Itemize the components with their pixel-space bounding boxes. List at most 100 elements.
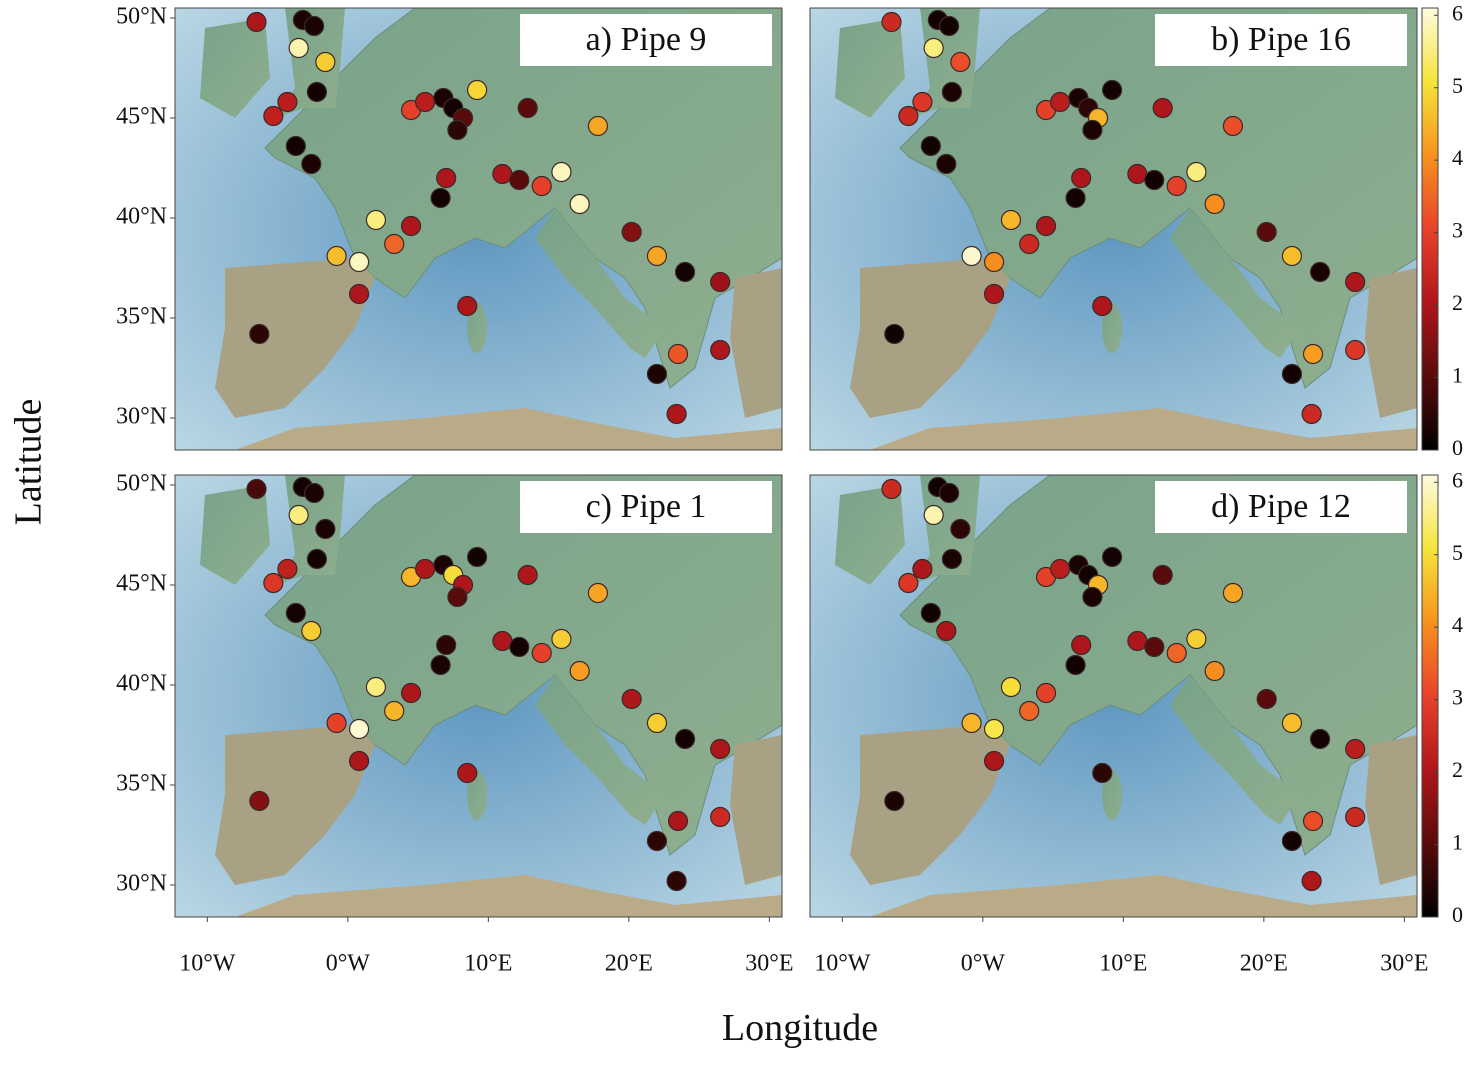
site-marker: [315, 51, 336, 73]
site-marker: [1050, 91, 1071, 113]
panel-frame: [174, 7, 783, 451]
site-marker: [923, 504, 944, 526]
site-marker: [920, 602, 941, 624]
site-marker: [884, 323, 905, 345]
x-tick-label: 20°E: [1240, 951, 1288, 977]
title-box: [520, 481, 772, 533]
site-marker: [430, 654, 451, 676]
site-marker: [1301, 403, 1322, 425]
site-marker: [531, 175, 552, 197]
site-marker: [1256, 221, 1277, 243]
site-marker: [1152, 564, 1173, 586]
x-tick-label: 30°E: [1380, 951, 1428, 977]
site-marker: [920, 135, 941, 157]
site-marker: [1302, 810, 1324, 832]
site-marker: [263, 105, 284, 127]
colorbar-tick-label: 6: [1452, 467, 1463, 492]
y-tick-label: 35°N: [116, 771, 167, 797]
basemap: [175, 8, 782, 450]
site-marker: [1019, 700, 1040, 722]
site-marker: [1309, 261, 1331, 283]
site-marker: [1222, 115, 1244, 137]
site-marker: [466, 546, 488, 568]
site-marker: [1204, 660, 1225, 682]
y-axis-label: Latitude: [8, 399, 50, 526]
site-marker: [1071, 167, 1092, 189]
x-tick-label: 10°E: [464, 951, 512, 977]
site-marker: [881, 11, 902, 33]
site-marker: [1302, 343, 1324, 365]
colorbar-tick-label: 3: [1452, 685, 1463, 710]
site-marker: [1281, 830, 1303, 852]
basemap: [810, 8, 1417, 450]
site-marker: [1345, 271, 1366, 293]
site-marker: [301, 153, 322, 175]
site-marker: [1071, 634, 1092, 656]
site-marker: [285, 602, 306, 624]
y-tick-label: 45°N: [116, 104, 167, 130]
site-marker: [288, 504, 309, 526]
site-marker: [306, 548, 328, 570]
site-marker: [666, 870, 687, 892]
site-marker: [509, 636, 530, 658]
y-tick-label: 50°N: [116, 471, 167, 497]
site-marker: [1345, 806, 1366, 828]
x-tick-label: 30°E: [745, 951, 793, 977]
map-panel: b) Pipe 16 0 1 2 3 4 5 6: [809, 0, 1463, 460]
site-marker: [898, 105, 919, 127]
site-marker: [950, 518, 971, 540]
site-marker: [457, 762, 478, 784]
colorbar-tick-label: 5: [1452, 540, 1463, 565]
colorbar-tick-label: 5: [1452, 73, 1463, 98]
site-marker: [430, 187, 451, 209]
site-marker: [1101, 546, 1123, 568]
site-marker: [1166, 642, 1187, 664]
site-marker: [983, 251, 1005, 273]
map-area: [175, 475, 782, 917]
site-marker: [1019, 233, 1040, 255]
site-marker: [898, 572, 919, 594]
title-box: [1155, 481, 1407, 533]
site-marker: [415, 91, 436, 113]
panel-title: a) Pipe 9: [586, 21, 707, 58]
site-marker: [1309, 728, 1331, 750]
site-marker: [710, 271, 731, 293]
colorbar-tick-label: 3: [1452, 218, 1463, 243]
site-marker: [646, 830, 668, 852]
site-marker: [1000, 676, 1022, 698]
site-marker: [249, 323, 270, 345]
panel-title: c) Pipe 1: [586, 488, 707, 525]
colorbar: [1421, 474, 1439, 918]
site-marker: [1144, 169, 1165, 191]
basemap: [810, 475, 1417, 917]
site-marker: [621, 221, 642, 243]
colorbar: [1421, 7, 1439, 451]
site-marker: [1281, 245, 1303, 267]
site-marker: [1065, 654, 1086, 676]
site-marker: [923, 37, 944, 59]
site-marker: [415, 558, 436, 580]
basemap: [175, 475, 782, 917]
site-marker: [447, 586, 468, 608]
site-marker: [1092, 295, 1113, 317]
site-marker: [326, 245, 347, 267]
site-marker: [288, 37, 309, 59]
site-marker: [646, 712, 668, 734]
site-marker: [1000, 209, 1022, 231]
title-box: [1155, 14, 1407, 66]
map-area: [810, 475, 1417, 917]
site-marker: [881, 478, 902, 500]
map-area: [810, 8, 1417, 450]
site-marker: [326, 712, 347, 734]
site-marker: [365, 676, 387, 698]
colorbar-tick-label: 1: [1452, 363, 1463, 388]
colorbar-tick-label: 1: [1452, 830, 1463, 855]
colorbar-tick-label: 2: [1452, 757, 1463, 782]
y-tick-label: 50°N: [116, 4, 167, 30]
site-marker: [436, 167, 457, 189]
y-tick-label: 35°N: [116, 304, 167, 330]
site-marker: [587, 582, 609, 604]
site-marker: [1256, 688, 1277, 710]
site-marker: [710, 339, 731, 361]
site-marker: [912, 91, 933, 113]
